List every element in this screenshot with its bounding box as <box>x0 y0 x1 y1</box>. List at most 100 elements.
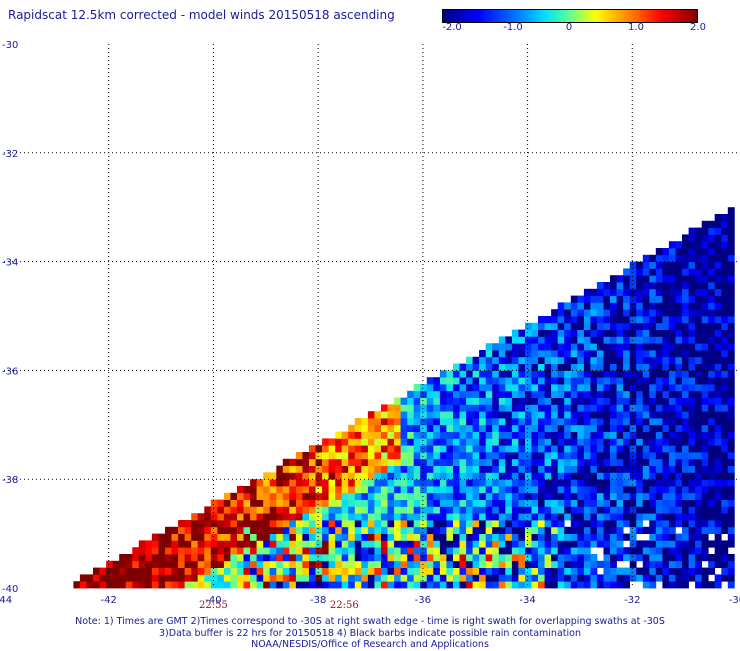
swath-cell <box>433 452 441 460</box>
swath-cell <box>453 547 460 555</box>
swath-cell <box>721 384 729 392</box>
swath-cell <box>623 411 630 419</box>
swath-cell <box>407 554 415 562</box>
swath-cell <box>649 336 657 344</box>
swath-cell <box>668 445 676 453</box>
swath-cell <box>518 384 526 392</box>
swath-cell <box>374 465 382 473</box>
swath-cell <box>590 411 598 419</box>
swath-cell <box>426 418 434 426</box>
swath-cell <box>256 479 264 487</box>
swath-cell <box>629 560 637 568</box>
swath-cell <box>727 560 735 568</box>
swath-cell <box>472 554 480 562</box>
swath-cell <box>328 472 336 480</box>
swath-cell <box>178 533 185 541</box>
swath-cell <box>708 390 716 398</box>
swath-cell <box>525 547 532 555</box>
swath-cell <box>518 472 526 480</box>
swath-cell <box>361 560 369 568</box>
swath-cell <box>721 452 729 460</box>
swath-cell <box>623 370 630 378</box>
swath-cell <box>688 424 696 432</box>
swath-cell <box>610 465 617 473</box>
swath-cell <box>387 540 395 548</box>
swath-cell <box>394 404 401 412</box>
swath-cell <box>570 418 578 426</box>
swath-cell <box>433 377 441 385</box>
swath-cell <box>439 492 447 500</box>
swath-cell <box>649 411 657 419</box>
swath-cell <box>662 390 670 398</box>
swath-cell <box>426 520 434 528</box>
swath-cell <box>531 370 539 378</box>
swath-cell <box>374 499 382 507</box>
swath-cell <box>119 554 127 562</box>
swath-cell <box>695 411 702 419</box>
swath-cell <box>446 377 454 385</box>
swath-cell <box>564 547 572 555</box>
swath-cell <box>564 404 572 412</box>
swath-cell <box>668 309 676 317</box>
swath-cell <box>498 431 506 439</box>
swath-cell <box>479 445 486 453</box>
swath-cell <box>466 492 473 500</box>
swath-cell <box>682 492 689 500</box>
swath-cell <box>682 499 689 507</box>
swath-cell <box>623 288 630 296</box>
swath-cell <box>479 404 486 412</box>
swath-cell <box>577 574 585 582</box>
swath-cell <box>165 526 172 534</box>
swath-cell <box>269 540 277 548</box>
swath-cell <box>564 479 572 487</box>
swath-cell <box>649 390 657 398</box>
swath-cell <box>701 248 709 256</box>
swath-cell <box>538 458 545 466</box>
swath-cell <box>603 282 611 290</box>
swath-cell <box>250 560 257 568</box>
swath-cell <box>505 438 513 446</box>
swath-cell <box>191 581 199 589</box>
swath-cell <box>682 520 689 528</box>
swath-cell <box>714 363 722 371</box>
swath-cell <box>341 506 349 514</box>
swath-cell <box>655 547 663 555</box>
swath-cell <box>596 343 604 351</box>
swath-cell <box>485 506 493 514</box>
swath-cell <box>453 438 460 446</box>
swath-cell <box>688 241 696 249</box>
swath-cell <box>701 384 709 392</box>
swath-cell <box>151 554 159 562</box>
swath-cell <box>708 302 716 310</box>
swath-cell <box>315 513 323 521</box>
swath-cell <box>564 397 572 405</box>
swath-cell <box>714 465 722 473</box>
swath-cell <box>250 499 257 507</box>
swath-cell <box>230 520 238 528</box>
swath-cell <box>263 547 271 555</box>
swath-cell <box>603 390 611 398</box>
swath-cell <box>472 363 480 371</box>
swath-cell <box>459 363 467 371</box>
swath-cell <box>701 404 709 412</box>
swath-cell <box>642 472 650 480</box>
swath-cell <box>623 350 630 358</box>
swath-cell <box>688 411 696 419</box>
swath-cell <box>616 547 624 555</box>
swath-cell <box>525 356 532 364</box>
swath-cell <box>531 547 539 555</box>
swath-cell <box>662 363 670 371</box>
swath-cell <box>420 424 428 432</box>
swath-cell <box>583 288 591 296</box>
swath-cell <box>145 547 153 555</box>
swath-cell <box>701 220 709 228</box>
swath-cell <box>623 316 630 324</box>
swath-cell <box>590 377 598 385</box>
swath-cell <box>721 363 729 371</box>
swath-cell <box>132 560 140 568</box>
swath-cell <box>400 560 408 568</box>
swath-cell <box>668 254 676 262</box>
swath-cell <box>603 404 611 412</box>
swath-cell <box>610 390 617 398</box>
swath-cell <box>282 479 290 487</box>
